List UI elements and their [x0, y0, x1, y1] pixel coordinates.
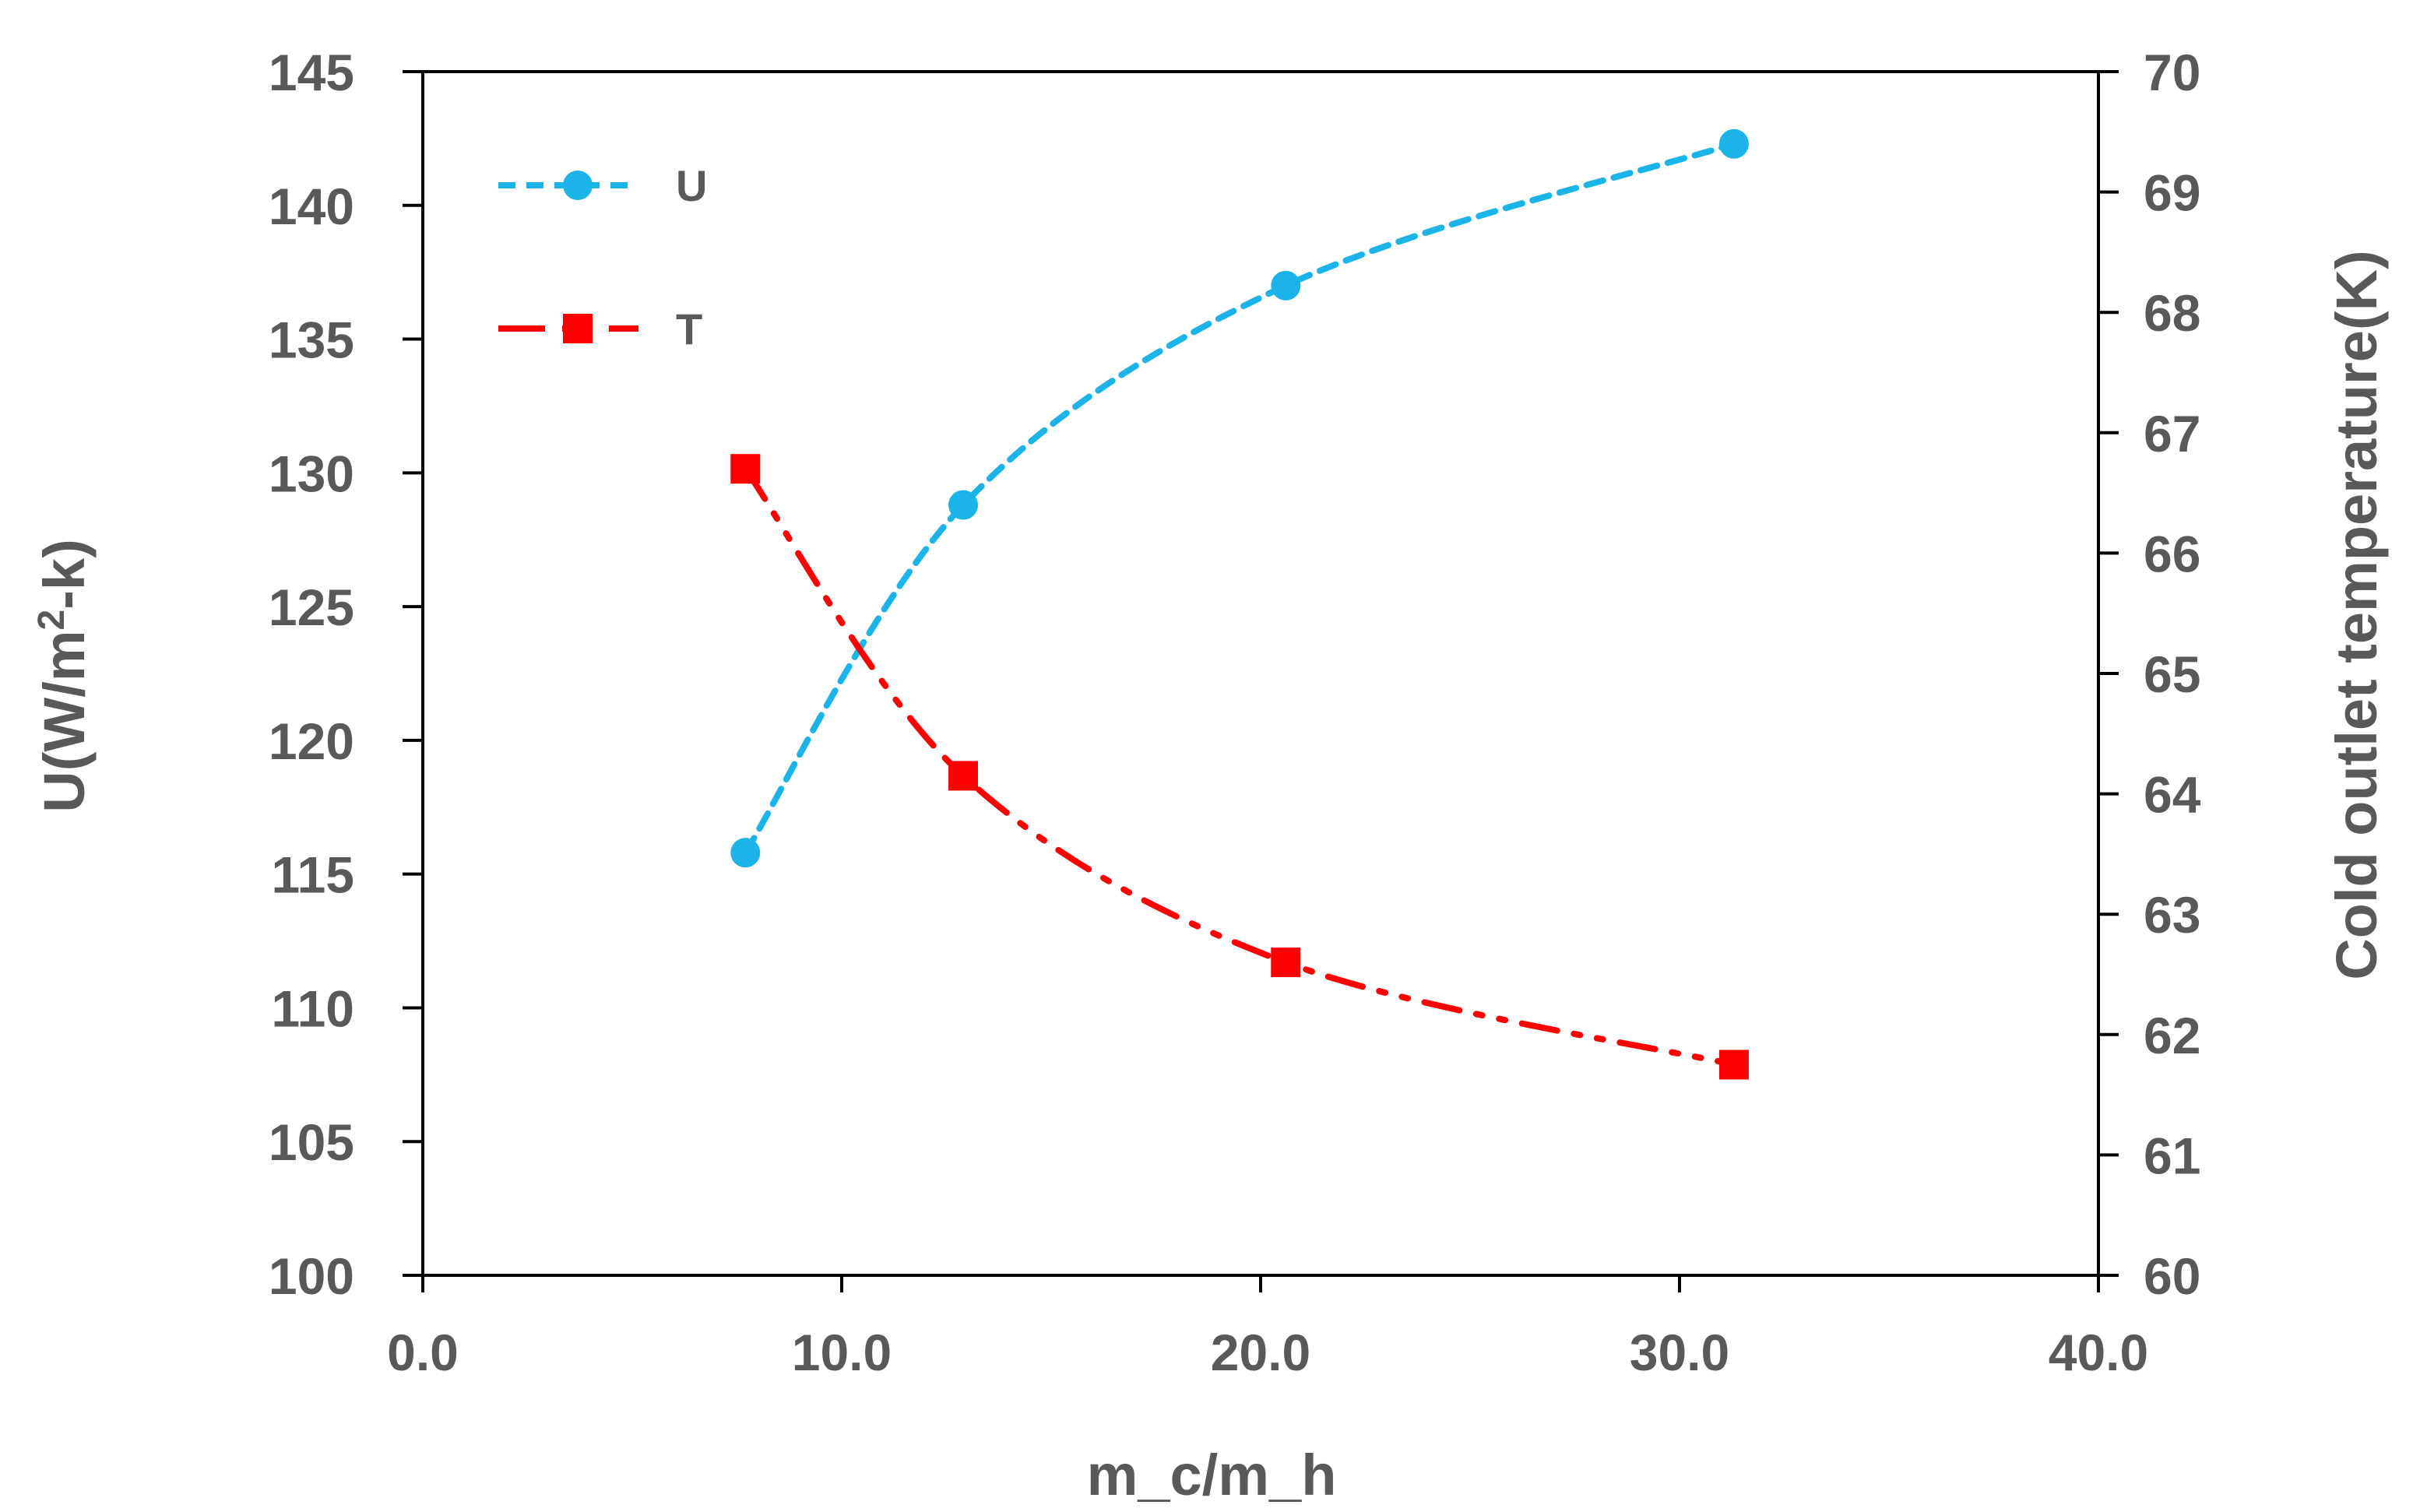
y-axis-left-title-main: U(W/m: [32, 630, 97, 812]
data-point-T: [1718, 1050, 1749, 1080]
y-left-tick-label: 100: [269, 1247, 354, 1305]
data-point-U: [1718, 128, 1749, 159]
legend-marker-T: [563, 314, 593, 343]
y-left-tick-label: 105: [269, 1113, 354, 1171]
y-axis-right-title: Cold outlet temperature(K): [2324, 250, 2389, 979]
y-axis-left-title: U(W/m2-k): [31, 539, 97, 812]
y-axis-left: 100 105 110 115 120 125 130 135 140 145: [269, 44, 423, 1305]
legend-item-U: U: [498, 161, 707, 210]
y-left-tick-label: 135: [269, 311, 354, 369]
y-right-tick-label: 64: [2144, 766, 2201, 824]
data-point-T: [730, 454, 761, 484]
y-left-tick-label: 120: [269, 712, 354, 770]
y-left-tick-label: 145: [269, 44, 354, 101]
x-tick-label: 20.0: [1211, 1324, 1310, 1381]
x-tick-label: 30.0: [1630, 1324, 1729, 1381]
y-left-tick-label: 140: [269, 178, 354, 235]
y-right-tick-label: 67: [2144, 405, 2200, 462]
y-right-tick-label: 63: [2144, 886, 2200, 944]
x-tick-label: 0.0: [387, 1324, 459, 1381]
legend-label-U: U: [676, 161, 707, 210]
y-right-tick-label: 60: [2144, 1247, 2200, 1305]
y-left-tick-label: 110: [272, 979, 354, 1037]
series-U: [730, 128, 1749, 868]
y-axis-left-title-tail: -k): [32, 539, 97, 609]
y-left-tick-label: 125: [269, 578, 354, 636]
data-point-T: [1271, 948, 1301, 978]
legend-label-T: T: [676, 304, 702, 353]
series-line-U: [742, 140, 1737, 856]
series-line-T: [742, 466, 1737, 1068]
y-left-tick-label: 115: [272, 846, 354, 904]
legend: UT: [498, 161, 707, 353]
y-right-tick-label: 70: [2144, 44, 2200, 101]
data-point-T: [948, 761, 979, 791]
y-axis-right: 60 61 62 63 64 65 66 67 68 69 70: [2098, 44, 2201, 1305]
y-right-tick-label: 65: [2144, 645, 2200, 703]
x-axis: 0.0 10.0 20.0 30.0 40.0: [387, 1275, 2148, 1381]
x-tick-label: 10.0: [792, 1324, 892, 1381]
y-right-tick-label: 68: [2144, 284, 2200, 342]
y-axis-left-title-superscript: 2: [31, 610, 72, 631]
legend-marker-U: [563, 171, 593, 200]
legend-item-T: T: [498, 304, 702, 353]
data-point-U: [948, 490, 979, 520]
series-layer: [730, 128, 1749, 1080]
y-right-tick-label: 66: [2144, 525, 2200, 582]
series-T: [730, 454, 1749, 1080]
data-point-U: [730, 838, 761, 868]
y-right-tick-label: 61: [2144, 1127, 2200, 1184]
x-axis-title: m_c/m_h: [1087, 1443, 1337, 1507]
x-tick-label: 40.0: [2049, 1324, 2148, 1381]
y-right-tick-label: 69: [2144, 164, 2200, 222]
data-point-U: [1271, 270, 1301, 301]
y-right-tick-label: 62: [2144, 1007, 2200, 1064]
y-left-tick-label: 130: [269, 445, 354, 502]
